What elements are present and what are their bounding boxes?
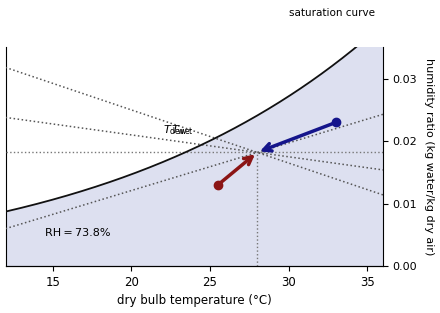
Y-axis label: humidity ratio (kg water/kg dry air): humidity ratio (kg water/kg dry air) — [425, 58, 434, 255]
X-axis label: dry bulb temperature (°C): dry bulb temperature (°C) — [117, 295, 271, 307]
Text: $T_\mathregular{wet}$: $T_\mathregular{wet}$ — [171, 123, 194, 137]
Text: RH = 73.8%: RH = 73.8% — [45, 228, 110, 238]
Text: saturation curve: saturation curve — [289, 8, 375, 18]
Text: $T_\mathregular{dew}$: $T_\mathregular{dew}$ — [163, 123, 187, 137]
